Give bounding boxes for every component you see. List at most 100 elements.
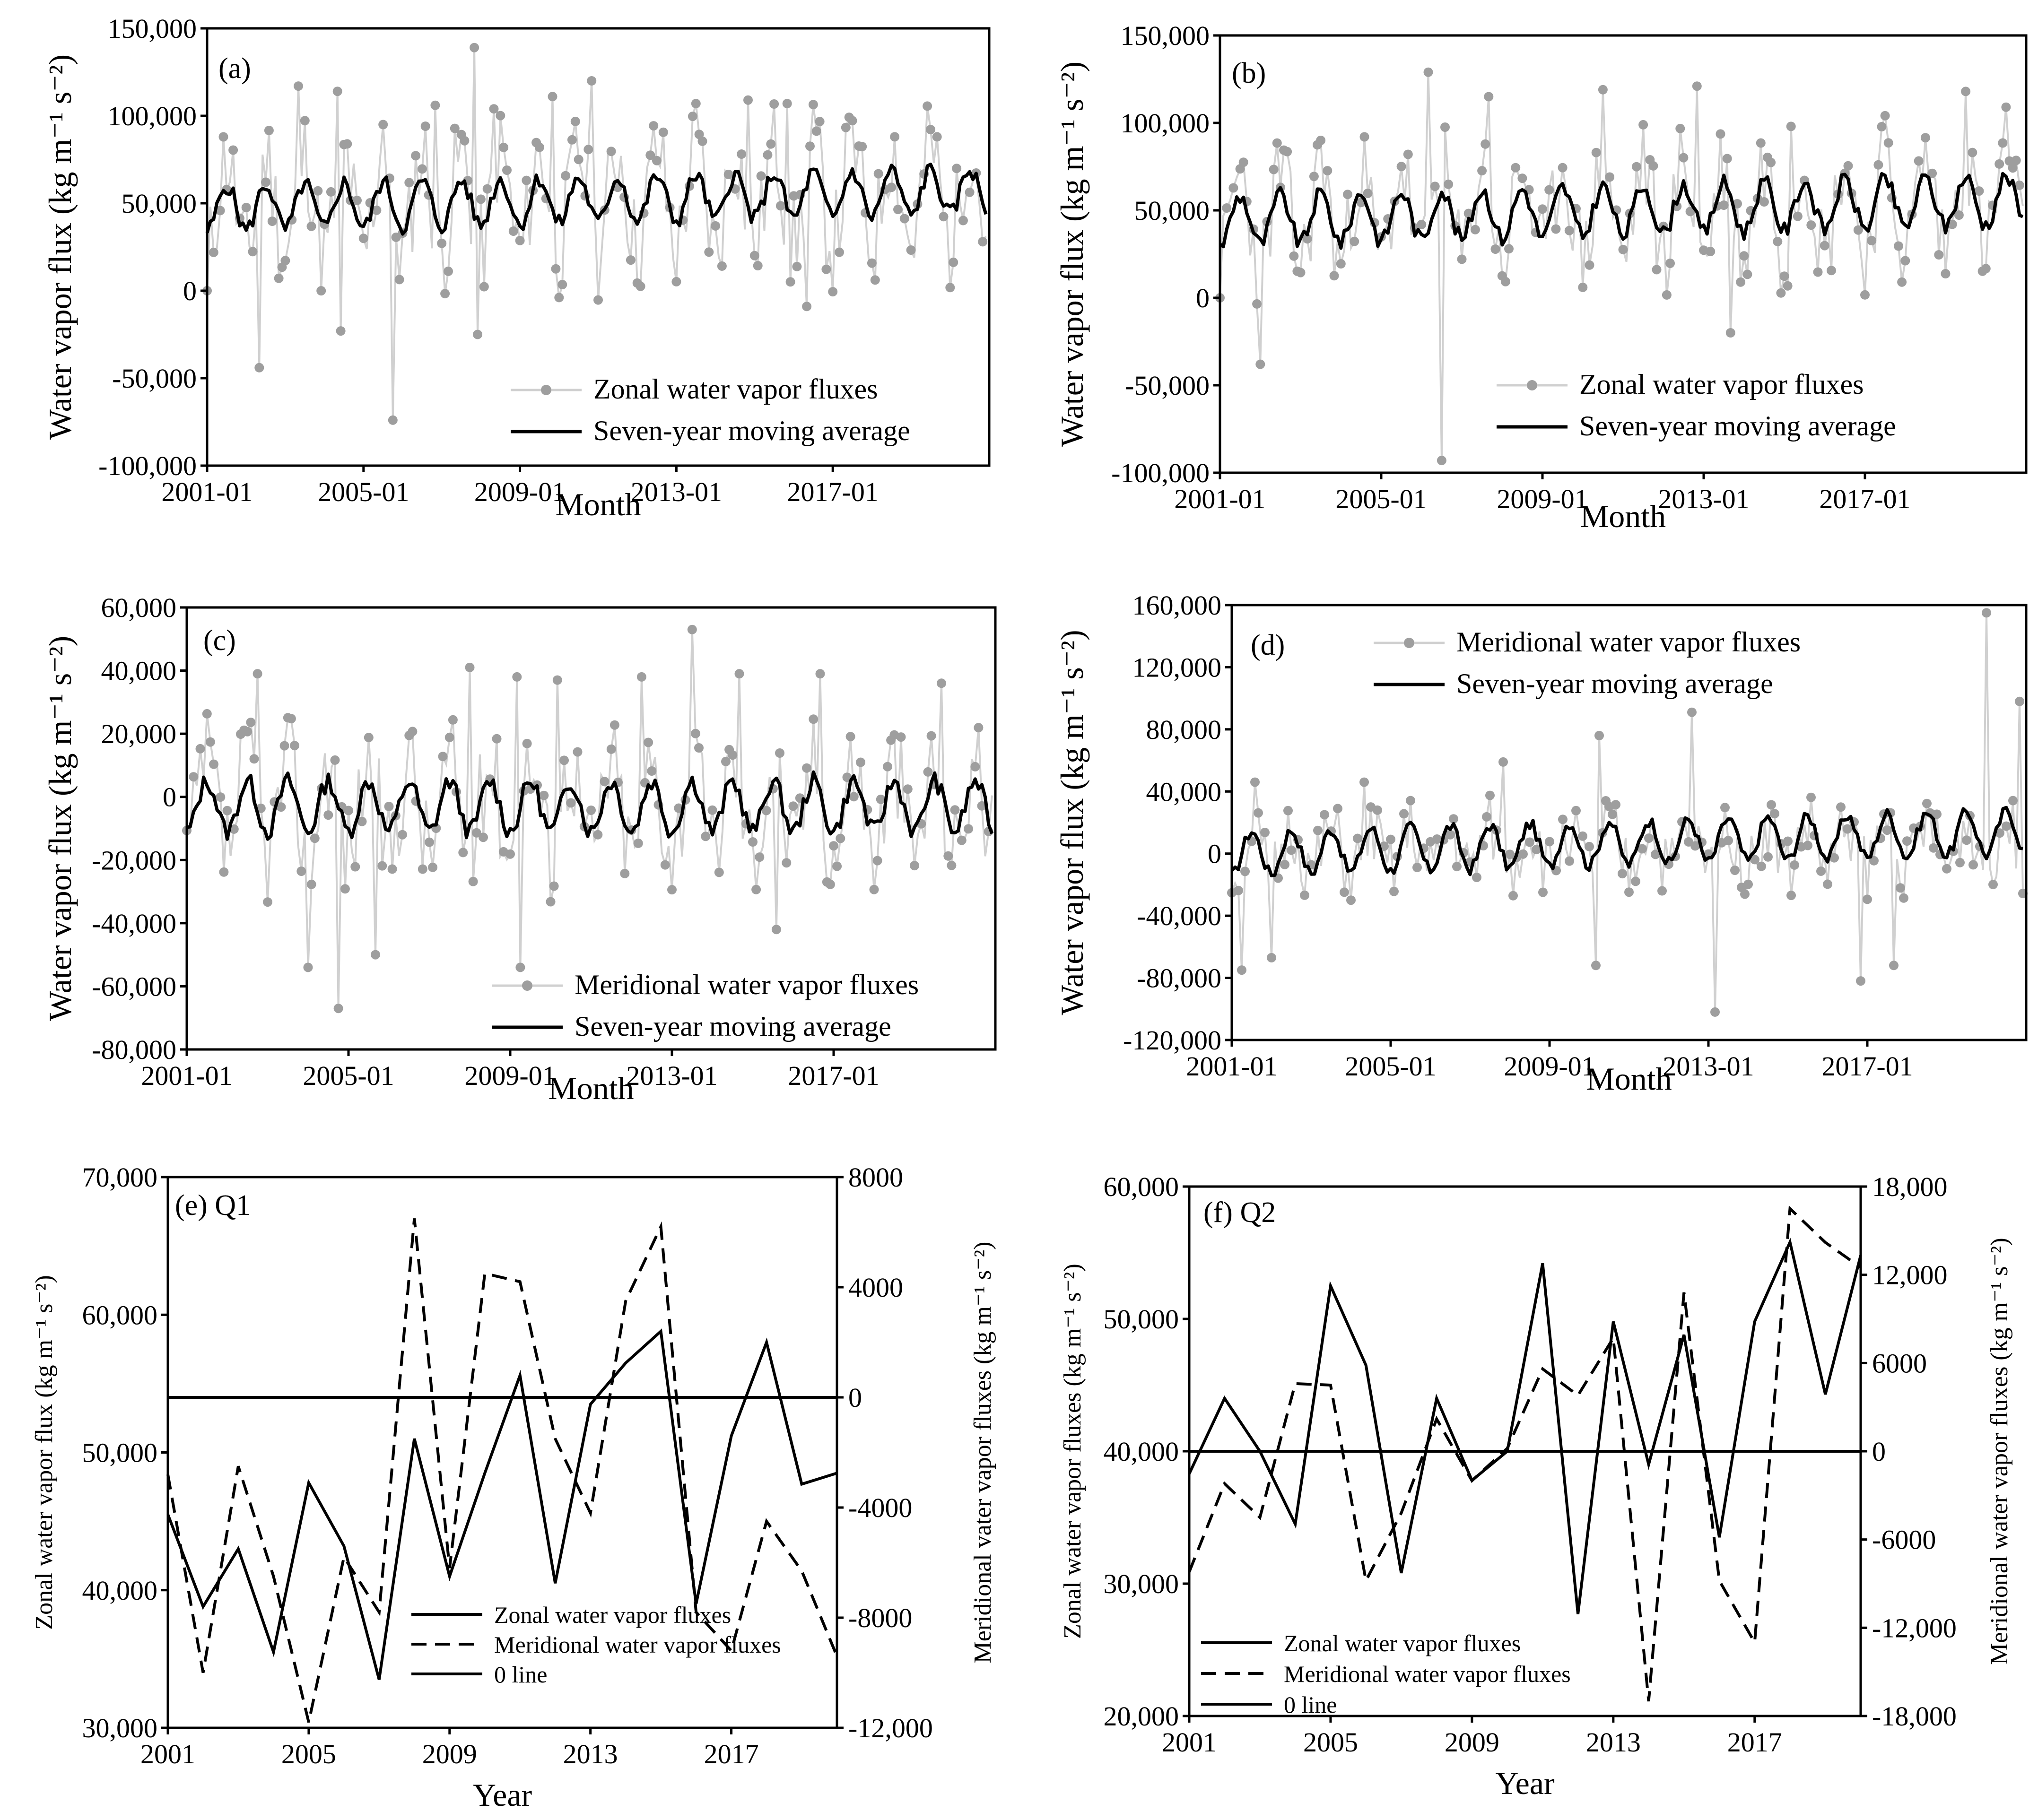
y-tick-label: 100,000 [108, 101, 197, 131]
raw-data-point [539, 790, 549, 800]
raw-data-point [978, 237, 988, 247]
raw-data-point [1657, 886, 1667, 896]
raw-data-point [671, 277, 681, 286]
raw-data-point [775, 201, 785, 211]
raw-data-point [1444, 179, 1454, 189]
raw-data-point [1637, 844, 1647, 854]
raw-data-point [932, 132, 942, 142]
raw-data-point [965, 187, 975, 197]
raw-data-point [1498, 757, 1508, 767]
panel-label: (f) Q2 [1203, 1196, 1276, 1229]
raw-data-point [1631, 876, 1640, 886]
y-tick-label: 120,000 [1132, 652, 1222, 683]
legend-label: Meridional water vapor fluxes [1456, 626, 1801, 658]
x-tick-label: 2013-01 [631, 477, 722, 507]
raw-data-point [1988, 880, 1998, 890]
raw-data-point [1359, 777, 1369, 787]
y2-tick-label: 18,000 [1872, 1171, 1948, 1202]
raw-data-point [218, 132, 228, 142]
raw-data-point [294, 81, 303, 91]
raw-data-point [561, 171, 571, 181]
legend-label: 0 line [494, 1661, 547, 1688]
raw-data-point [728, 750, 738, 760]
y2-tick-label: 4000 [848, 1272, 903, 1303]
raw-data-point [1843, 161, 1853, 171]
raw-data-point [1564, 225, 1574, 235]
raw-data-point [1982, 608, 1991, 618]
raw-data-point [496, 111, 505, 121]
raw-data-point [1766, 157, 1776, 167]
plot-frame [185, 606, 997, 1051]
legend-label: Meridional water vapor fluxes [1284, 1661, 1571, 1687]
raw-data-point [691, 99, 701, 109]
raw-data-point [1578, 831, 1587, 841]
raw-data-point [1843, 824, 1852, 834]
raw-data-point [209, 247, 218, 257]
raw-data-point [943, 851, 953, 861]
raw-data-point [1457, 254, 1467, 264]
raw-data-point [910, 861, 919, 871]
raw-data-point [1437, 456, 1446, 466]
raw-data-point [1644, 833, 1654, 843]
y-tick-label: 30,000 [1104, 1569, 1179, 1599]
raw-data-point [815, 669, 825, 679]
raw-data-point [492, 734, 502, 744]
y-tick-label: 20,000 [101, 719, 177, 749]
raw-data-point [756, 171, 766, 181]
x-axis-title: Month [548, 1070, 634, 1106]
panel-label: (c) [203, 624, 236, 657]
raw-data-point [437, 238, 447, 248]
raw-data-point [1545, 837, 1554, 847]
raw-data-point [263, 897, 272, 907]
raw-data-point [2011, 156, 2021, 165]
x-tick-label: 2001-01 [1174, 484, 1265, 514]
raw-data-point [489, 104, 499, 114]
raw-data-point [899, 214, 909, 224]
legend-label: Zonal water vapor fluxes [1579, 369, 1864, 400]
panel-2: 150,000 100,000 50,000 0 -50,000 -100,0002001… [1054, 20, 2028, 534]
panel-label: (d) [1251, 629, 1285, 661]
raw-data-point [1816, 866, 1826, 876]
raw-data-point [660, 860, 670, 870]
raw-data-point [815, 117, 825, 127]
raw-data-point [1350, 236, 1359, 246]
raw-data-point [1504, 244, 1514, 254]
raw-data-point [1624, 887, 1634, 897]
raw-data-point [667, 885, 677, 895]
raw-data-point [1269, 165, 1279, 174]
raw-data-point [216, 792, 226, 802]
raw-data-point [1267, 953, 1276, 962]
raw-data-point [306, 221, 316, 231]
raw-data-point [340, 884, 350, 894]
raw-data-point [1544, 185, 1554, 195]
raw-data-point [1329, 271, 1339, 281]
raw-data-point [701, 832, 711, 841]
raw-data-point [1863, 894, 1872, 904]
raw-data-point [1578, 282, 1588, 292]
raw-data-point [450, 123, 460, 133]
raw-data-point [690, 728, 700, 738]
raw-data-point [1773, 236, 1783, 246]
raw-data-point [808, 100, 818, 110]
y-tick-label: -100,000 [98, 451, 197, 481]
y-tick-label: 150,000 [1121, 20, 1210, 51]
raw-data-point [734, 669, 744, 679]
raw-data-point [228, 145, 238, 155]
raw-data-point [552, 675, 562, 685]
y-tick-label: 70,000 [82, 1162, 158, 1193]
raw-data-point [205, 737, 215, 747]
raw-data-point [937, 678, 946, 688]
raw-data-point [1853, 225, 1863, 235]
raw-data-point [2014, 180, 2024, 190]
raw-data-point [923, 767, 933, 777]
x-tick-label: 2005-01 [1345, 1051, 1436, 1082]
raw-data-point [479, 282, 489, 292]
raw-data-point [1706, 247, 1716, 256]
raw-data-point [1538, 204, 1547, 214]
raw-data-point [222, 806, 232, 815]
raw-data-point [782, 99, 792, 109]
y-tick-label: 100,000 [1121, 108, 1210, 139]
raw-data-point [1763, 852, 1773, 862]
x-tick-label: 2005-01 [318, 477, 409, 507]
